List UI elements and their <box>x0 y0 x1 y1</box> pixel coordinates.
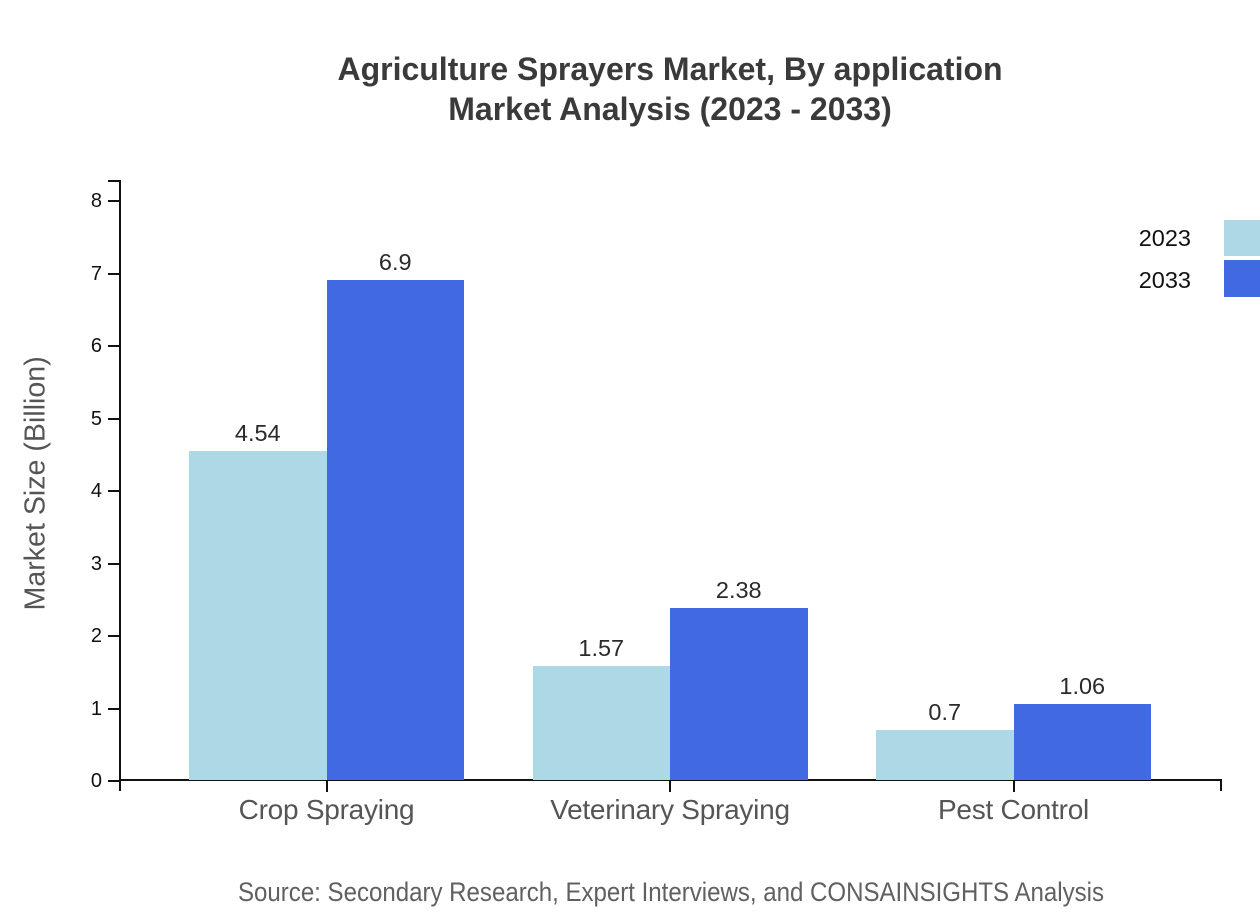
svg-text:Source: Secondary Research, Ex: Source: Secondary Research, Expert Inter… <box>238 877 1104 907</box>
